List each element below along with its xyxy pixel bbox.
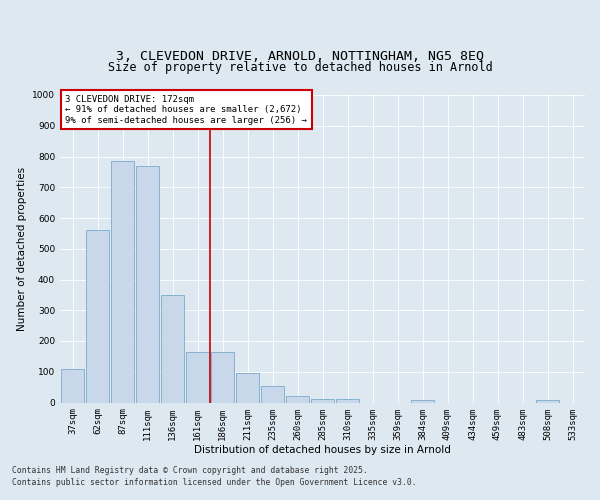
Text: 3 CLEVEDON DRIVE: 172sqm
← 91% of detached houses are smaller (2,672)
9% of semi: 3 CLEVEDON DRIVE: 172sqm ← 91% of detach…: [65, 95, 307, 125]
X-axis label: Distribution of detached houses by size in Arnold: Distribution of detached houses by size …: [194, 445, 451, 455]
Bar: [536, 400, 559, 402]
Bar: [136, 166, 159, 402]
Bar: [61, 368, 84, 402]
Bar: [211, 352, 234, 403]
Bar: [311, 399, 334, 402]
Bar: [86, 230, 109, 402]
Bar: [186, 352, 209, 403]
Text: 3, CLEVEDON DRIVE, ARNOLD, NOTTINGHAM, NG5 8EQ: 3, CLEVEDON DRIVE, ARNOLD, NOTTINGHAM, N…: [116, 50, 484, 62]
Bar: [161, 296, 184, 403]
Bar: [286, 396, 309, 402]
Text: Contains HM Land Registry data © Crown copyright and database right 2025.: Contains HM Land Registry data © Crown c…: [12, 466, 368, 475]
Bar: [336, 400, 359, 402]
Bar: [411, 400, 434, 402]
Bar: [111, 161, 134, 402]
Text: Contains public sector information licensed under the Open Government Licence v3: Contains public sector information licen…: [12, 478, 416, 487]
Text: Size of property relative to detached houses in Arnold: Size of property relative to detached ho…: [107, 61, 493, 74]
Y-axis label: Number of detached properties: Number of detached properties: [17, 166, 26, 331]
Bar: [261, 386, 284, 402]
Bar: [236, 374, 259, 402]
